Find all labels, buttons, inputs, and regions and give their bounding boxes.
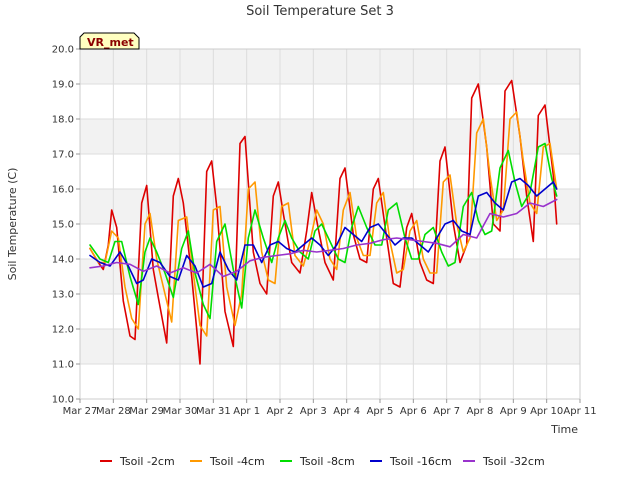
legend-item: Tsoil -32cm: [463, 455, 545, 468]
series-line-tsoil-16cm: [89, 177, 558, 288]
x-tick-label: Apr 3: [300, 406, 327, 417]
x-tick-label: Apr 10: [530, 406, 563, 417]
badge-label: VR_met: [87, 36, 134, 49]
x-tick-label: Mar 29: [129, 406, 164, 417]
y-tick-label: 16.0: [52, 185, 74, 196]
x-tick-label: Apr 8: [467, 406, 494, 417]
legend-item: Tsoil -8cm: [280, 455, 355, 468]
plot-band: [80, 49, 580, 84]
y-tick-label: 14.0: [52, 255, 74, 266]
plot-band: [80, 364, 580, 399]
x-tick-label: Mar 27: [63, 406, 98, 417]
plot-band: [80, 119, 580, 154]
y-tick-label: 17.0: [52, 150, 74, 161]
x-tick-label: Apr 1: [233, 406, 260, 417]
x-tick-label: Apr 7: [433, 406, 460, 417]
plot-band: [80, 154, 580, 189]
chart-title: Soil Temperature Set 3: [246, 4, 394, 19]
plot-band: [80, 84, 580, 119]
x-tick-label: Apr 9: [500, 406, 527, 417]
y-tick-label: 18.0: [52, 115, 74, 126]
x-tick-label: Apr 2: [267, 406, 294, 417]
y-tick-label: 13.0: [52, 290, 74, 301]
x-tick-label: Mar 31: [196, 406, 231, 417]
vr-met-badge: VR_met: [79, 32, 140, 50]
legend-item: Tsoil -16cm: [370, 455, 452, 468]
series-line-tsoil-32cm: [89, 198, 558, 278]
plot-band: [80, 329, 580, 364]
legend-label: Tsoil -2cm: [119, 455, 175, 468]
legend-label: Tsoil -32cm: [482, 455, 545, 468]
legend: Tsoil -2cm Tsoil -4cm Tsoil -8cm Tsoil -16c…: [100, 455, 545, 468]
x-tick-label: Apr 5: [367, 406, 394, 417]
legend-item: Tsoil -2cm: [100, 455, 175, 468]
series-line-tsoil-2cm: [89, 79, 558, 365]
legend-label: Tsoil -16cm: [389, 455, 452, 468]
x-tick-label: Apr 11: [563, 406, 596, 417]
y-tick-label: 12.0: [52, 325, 74, 336]
x-tick-label: Apr 4: [333, 406, 360, 417]
y-tick-label: 20.0: [52, 45, 74, 56]
y-tick-label: 11.0: [52, 360, 74, 371]
y-axis-label: Soil Temperature (C): [6, 168, 19, 281]
y-tick-label: 10.0: [52, 395, 74, 406]
x-tick-label: Mar 30: [163, 406, 198, 417]
x-tick-label: Apr 6: [400, 406, 427, 417]
legend-item: Tsoil -4cm: [190, 455, 265, 468]
x-tick-label: Mar 28: [96, 406, 131, 417]
y-tick-label: 19.0: [52, 80, 74, 91]
badge-shape: [79, 32, 140, 50]
y-tick-label: 15.0: [52, 220, 74, 231]
y-axis-ticks: 10.0 11.0 12.0 13.0 14.0 15.0 16.0 17.0 18.0 19.0…: [52, 45, 80, 406]
plot-band: [80, 294, 580, 329]
series-line-tsoil-4cm: [89, 111, 558, 337]
legend-label: Tsoil -4cm: [209, 455, 265, 468]
series-layer: [89, 79, 558, 365]
legend-label: Tsoil -8cm: [299, 455, 355, 468]
x-axis-label: Time: [550, 423, 578, 436]
